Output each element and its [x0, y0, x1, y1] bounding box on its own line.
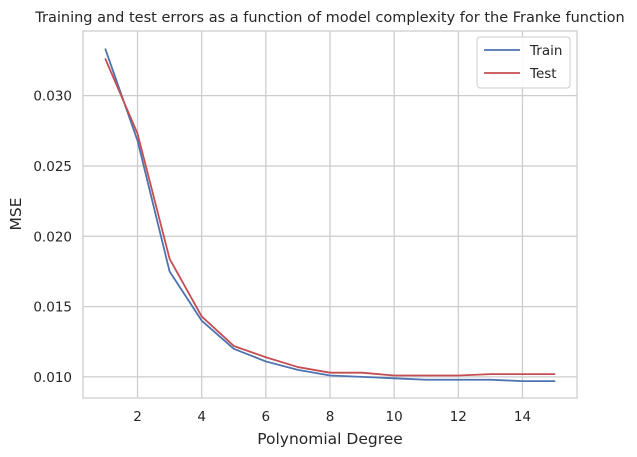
y-tick-label: 0.020 [33, 229, 72, 245]
grid [83, 31, 577, 398]
x-tick-label: 6 [262, 409, 271, 425]
x-tick-label: 14 [514, 409, 531, 425]
x-tick-label: 2 [133, 409, 142, 425]
y-tick-label: 0.030 [33, 89, 72, 105]
legend-label-test: Test [529, 66, 557, 82]
y-axis-ticks: 0.010 0.015 0.020 0.025 0.030 [33, 89, 72, 386]
y-tick-label: 0.015 [33, 300, 72, 316]
series-line-test [104, 58, 556, 377]
x-tick-label: 10 [386, 409, 403, 425]
legend-label-train: Train [529, 43, 562, 59]
x-axis-ticks: 2 4 6 8 10 12 14 [133, 409, 531, 425]
x-axis-label: Polynomial Degree [257, 430, 403, 448]
series-line-train [104, 48, 556, 383]
chart-title: Training and test errors as a function o… [34, 10, 624, 26]
y-tick-label: 0.025 [33, 159, 72, 175]
series-layer [104, 48, 556, 383]
y-axis-label: MSE [7, 197, 25, 230]
x-tick-label: 8 [326, 409, 335, 425]
plot-frame [82, 30, 578, 399]
x-tick-label: 12 [450, 409, 467, 425]
y-tick-label: 0.010 [33, 370, 72, 386]
legend-entries: Train Test [484, 43, 562, 82]
legend: Train Test [476, 36, 571, 89]
x-tick-label: 4 [197, 409, 206, 425]
